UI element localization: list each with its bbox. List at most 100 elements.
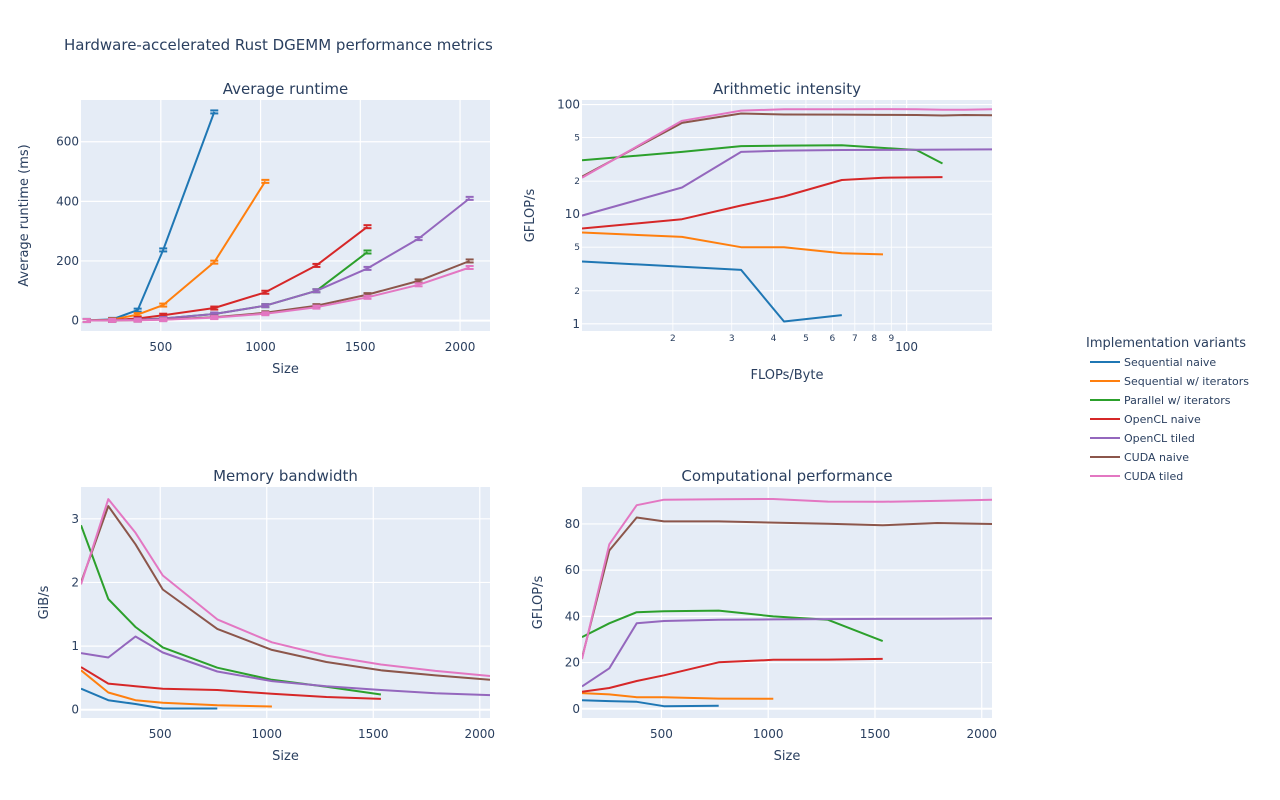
legend-label: CUDA naive: [1124, 451, 1189, 464]
series-line-cuda-tiled: [582, 498, 992, 660]
error-bar: [363, 249, 372, 255]
y-axis-label: GFLOP/s: [531, 575, 546, 629]
error-bar: [465, 195, 474, 201]
error-bar: [414, 236, 423, 242]
series-line-sequential-naive: [81, 687, 218, 710]
legend-item-cuda-naive: CUDA naive: [1090, 451, 1189, 464]
y-tick-label: 20: [565, 656, 580, 670]
y-tick-label: 2: [574, 287, 580, 297]
legend-item-parallel-w-iterators: Parallel w/ iterators: [1090, 394, 1231, 407]
x-tick-label: 2000: [966, 727, 997, 741]
error-bar: [414, 282, 423, 288]
x-tick-label: 8: [871, 334, 877, 344]
error-bar: [159, 302, 168, 308]
y-tick-label: 0: [71, 703, 79, 717]
y-axis-label: GFLOP/s: [523, 188, 538, 242]
y-tick-label: 2: [574, 177, 580, 187]
series-line-sequential-w-iterators: [582, 231, 884, 256]
subplot-performance: 500 1000 1500 2000 0 20 40 60 80 Computational pe…: [531, 467, 997, 764]
series-line-sequential-w-iterators: [582, 692, 774, 700]
series-line-cuda-tiled: [81, 498, 490, 677]
error-bar: [133, 317, 142, 323]
y-tick-label: 200: [56, 254, 79, 268]
legend-label: OpenCL tiled: [1124, 432, 1195, 445]
x-ticks-runtime: 500 1000 1500 2000: [149, 100, 475, 354]
error-bar: [261, 311, 270, 317]
series-line-sequential-naive: [582, 699, 719, 708]
x-axis-label: Size: [272, 362, 299, 377]
x-tick-label: 500: [149, 340, 172, 354]
error-bar: [261, 289, 270, 295]
x-axis-label: Size: [272, 749, 299, 764]
error-bar: [210, 259, 219, 265]
error-bar: [210, 109, 219, 115]
error-bar: [261, 178, 270, 184]
y-tick-label: 1: [572, 317, 580, 331]
error-bar: [82, 318, 91, 324]
legend-label: Sequential naive: [1124, 356, 1216, 369]
x-tick-label: 2000: [465, 727, 496, 741]
error-bar: [363, 224, 372, 230]
error-bar: [312, 262, 321, 268]
error-bar: [465, 258, 474, 264]
series-line-cuda-naive: [582, 516, 992, 659]
y-tick-label: 600: [56, 135, 79, 149]
x-tick-label: 1000: [251, 727, 282, 741]
legend: Implementation variants Sequential naive…: [1086, 336, 1249, 483]
legend-items: Sequential naive Sequential w/ iterators P…: [1090, 356, 1249, 483]
subplot-title: Average runtime: [223, 80, 348, 98]
y-axis-label: GiB/s: [37, 585, 52, 619]
y-tick-label: 80: [565, 517, 580, 531]
series-group-intensity: [582, 108, 992, 323]
x-tick-label: 500: [650, 727, 673, 741]
y-tick-label: 3: [71, 512, 79, 526]
subplot-title: Arithmetic intensity: [713, 80, 861, 98]
legend-label: CUDA tiled: [1124, 470, 1183, 483]
series-line-cuda-tiled: [86, 266, 470, 322]
series-group-performance: [582, 498, 992, 708]
x-tick-label: 1500: [358, 727, 389, 741]
x-tick-label: 1000: [245, 340, 276, 354]
y-tick-label: 400: [56, 194, 79, 208]
error-bar: [363, 265, 372, 271]
error-bar: [210, 315, 219, 321]
x-tick-label: 100: [895, 340, 918, 354]
error-bar: [159, 317, 168, 323]
plot-area-runtime: [81, 100, 490, 331]
x-tick-label: 1500: [860, 727, 891, 741]
plot-area-bandwidth: [81, 487, 490, 718]
figure-title: Hardware-accelerated Rust DGEMM performa…: [64, 36, 493, 54]
subplot-title: Memory bandwidth: [213, 467, 358, 485]
x-tick-label: 500: [149, 727, 172, 741]
x-tick-label: 4: [771, 334, 777, 344]
y-tick-label: 5: [574, 134, 580, 144]
error-bar: [210, 305, 219, 311]
y-tick-label: 0: [71, 314, 79, 328]
plot-area-performance: [582, 487, 992, 718]
error-bar: [465, 265, 474, 271]
series-line-opencl-tiled: [582, 617, 992, 688]
series-line-opencl-naive: [582, 176, 943, 230]
series-line-cuda-naive: [582, 112, 992, 178]
x-axis-label: FLOPs/Byte: [751, 368, 824, 383]
error-bar: [159, 247, 168, 253]
x-axis-label: Size: [774, 749, 801, 764]
series-group-runtime: [82, 109, 474, 324]
series-line-opencl-tiled: [582, 148, 992, 217]
legend-label: Sequential w/ iterators: [1124, 375, 1249, 388]
error-bar: [108, 317, 117, 323]
y-tick-label: 60: [565, 563, 580, 577]
error-bar: [133, 307, 142, 313]
legend-label: OpenCL naive: [1124, 413, 1201, 426]
series-line-sequential-naive: [582, 260, 842, 323]
x-tick-label: 2000: [445, 340, 476, 354]
y-axis-label: Average runtime (ms): [17, 144, 32, 286]
x-tick-label: 6: [830, 334, 836, 344]
series-line-opencl-naive: [582, 657, 883, 693]
y-tick-label: 5: [574, 243, 580, 253]
x-tick-label: 7: [852, 334, 858, 344]
